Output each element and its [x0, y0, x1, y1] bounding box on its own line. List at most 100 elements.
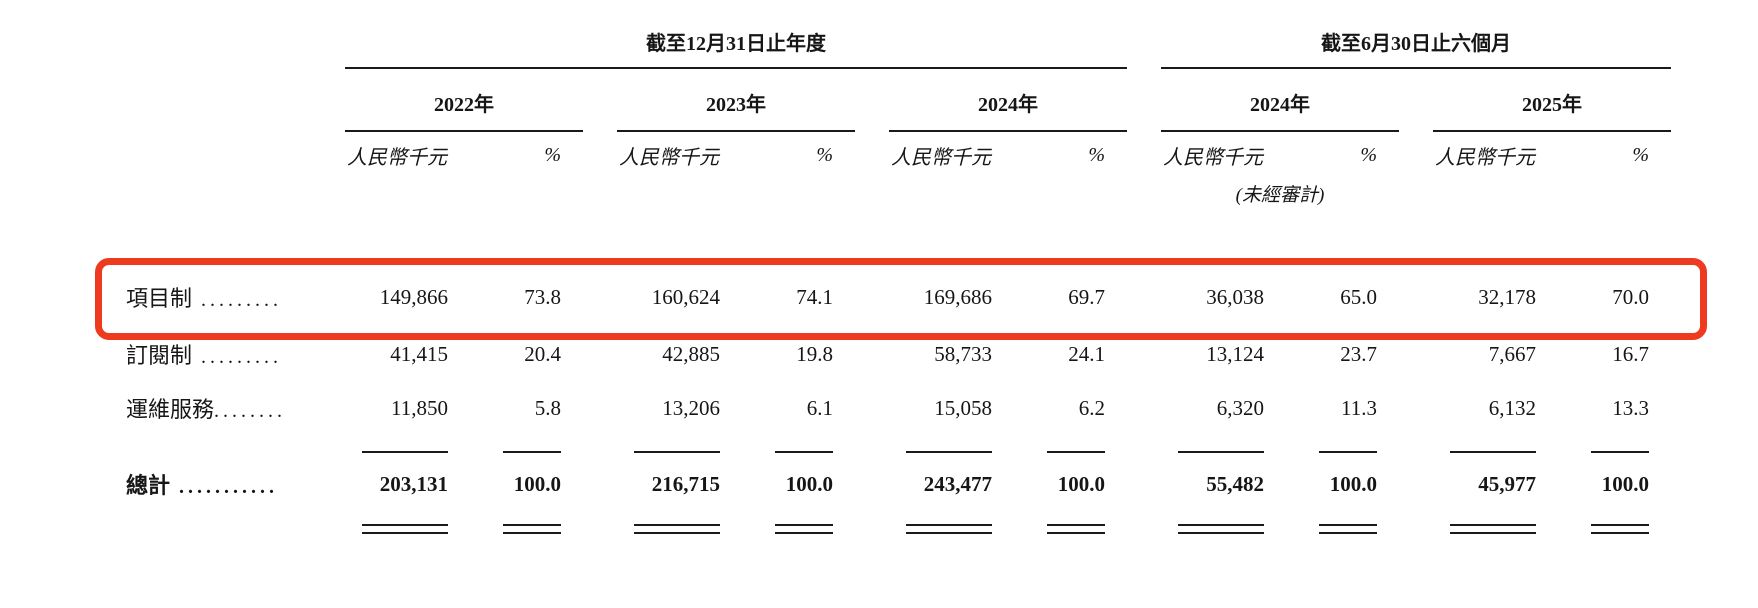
gap-row: [100, 210, 1671, 268]
percent-cell: 13.3: [1612, 395, 1649, 420]
group-gap: [1127, 26, 1161, 66]
amount-cell: 42,885: [662, 341, 720, 366]
row-label-text: 訂閱制: [126, 343, 193, 368]
year-header-2022: 2022年: [434, 94, 494, 116]
row-label-text: 項目制: [126, 286, 193, 311]
amount-cell: 216,715: [651, 471, 720, 496]
rule-line: [906, 451, 992, 453]
table-row-project-based: 項目制 ......... 149,866 73.8 160,624 74.1 …: [100, 268, 1671, 326]
percent-cell: 100.0: [513, 471, 561, 496]
rule-line: [1178, 451, 1264, 453]
unit-header: 人民幣千元: [1163, 146, 1263, 169]
double-rule-line: [1047, 524, 1105, 534]
percent-cell: 100.0: [1057, 471, 1105, 496]
amount-cell: 45,977: [1478, 471, 1536, 496]
table-row-subscription: 訂閱制 ......... 41,415 20.4 42,885 19.8 58…: [100, 326, 1671, 382]
amount-cell: 243,477: [923, 471, 992, 496]
percent-cell: 100.0: [785, 471, 833, 496]
percent-cell: 6.2: [1078, 395, 1105, 420]
unit-header: 人民幣千元: [347, 146, 447, 169]
percent-cell: 70.0: [1612, 284, 1649, 309]
table-row-total: 總計 ........... 203,131 100.0 216,715 100…: [100, 459, 1671, 509]
double-rule-line: [775, 524, 833, 534]
year-header-2024-interim: 2024年: [1250, 94, 1310, 116]
period-rule-row: [100, 66, 1671, 69]
amount-cell: 58,733: [934, 341, 992, 366]
amount-cell: 41,415: [390, 341, 448, 366]
row-label: 運維服務........: [100, 382, 345, 434]
unit-header: 人民幣千元: [619, 146, 719, 169]
amount-cell: 6,132: [1488, 395, 1536, 420]
rule-line: [362, 451, 448, 453]
label-col-spacer: [100, 26, 345, 66]
amount-cell: 13,124: [1206, 341, 1264, 366]
percent-header: %: [816, 143, 833, 166]
amount-cell: 55,482: [1206, 471, 1264, 496]
year-header-2025: 2025年: [1522, 94, 1582, 116]
rule-line: [775, 451, 833, 453]
rule-line: [503, 451, 561, 453]
row-label: 項目制 .........: [100, 268, 345, 326]
dot-leader: .........: [192, 346, 283, 368]
unit-header-row: 人民幣千元 % 人民幣千元 % 人民幣千元 % 人民幣千元 % 人民幣千元 %: [100, 132, 1671, 178]
double-rule-line: [1319, 524, 1377, 534]
double-rule-line: [503, 524, 561, 534]
percent-cell: 65.0: [1340, 284, 1377, 309]
unit-header: 人民幣千元: [1435, 146, 1535, 169]
percent-cell: 6.1: [806, 395, 833, 420]
rule-line: [1047, 451, 1105, 453]
double-rule-line: [1450, 524, 1536, 534]
double-rule-line: [362, 524, 448, 534]
double-rule-line: [634, 524, 720, 534]
dot-leader: .........: [192, 289, 283, 311]
row-label: 總計 ...........: [100, 459, 345, 509]
annual-group-rule: [345, 66, 1127, 69]
rule-line: [1319, 451, 1377, 453]
percent-cell: 5.8: [534, 395, 561, 420]
double-rule-line: [906, 524, 992, 534]
amount-cell: 160,624: [651, 284, 720, 309]
percent-cell: 11.3: [1341, 395, 1377, 420]
period-group-title-annual: 截至12月31日止年度: [646, 33, 826, 55]
amount-cell: 11,850: [391, 395, 448, 420]
subtotal-rule-row: [100, 434, 1671, 459]
amount-cell: 203,131: [379, 471, 448, 496]
dot-leader: ........: [214, 400, 287, 422]
rule-line: [1591, 451, 1649, 453]
percent-cell: 16.7: [1612, 341, 1649, 366]
year-rule: [1433, 129, 1671, 132]
percent-cell: 69.7: [1068, 284, 1105, 309]
amount-cell: 7,667: [1488, 341, 1536, 366]
amount-cell: 6,320: [1216, 395, 1264, 420]
percent-header: %: [1088, 143, 1105, 166]
percent-cell: 73.8: [524, 284, 561, 309]
percent-cell: 20.4: [524, 341, 561, 366]
year-rule-row: [100, 129, 1671, 132]
table-row-om-services: 運維服務........ 11,850 5.8 13,206 6.1 15,05…: [100, 382, 1671, 434]
year-rule: [345, 129, 583, 132]
amount-cell: 15,058: [934, 395, 992, 420]
percent-cell: 100.0: [1329, 471, 1377, 496]
year-rule: [889, 129, 1127, 132]
row-label-text: 總計: [126, 473, 171, 498]
period-title-row: 截至12月31日止年度 截至6月30日止六個月: [100, 26, 1671, 66]
double-rule-line: [1591, 524, 1649, 534]
rule-line: [634, 451, 720, 453]
unaudited-note: (未經審計): [1235, 185, 1325, 206]
interim-group-rule: [1161, 66, 1671, 69]
dot-leader: ...........: [170, 476, 279, 498]
row-label-text: 運維服務: [126, 397, 215, 422]
unaudited-note-row: (未經審計): [100, 178, 1671, 210]
percent-cell: 24.1: [1068, 341, 1105, 366]
year-header-2024: 2024年: [978, 94, 1038, 116]
row-label: 訂閱制 .........: [100, 326, 345, 382]
amount-cell: 36,038: [1206, 284, 1264, 309]
percent-header: %: [1360, 143, 1377, 166]
year-rule: [617, 129, 855, 132]
rule-line: [1450, 451, 1536, 453]
revenue-breakdown-table: 截至12月31日止年度 截至6月30日止六個月 2022年 2023年 2024…: [100, 26, 1671, 540]
amount-cell: 13,206: [662, 395, 720, 420]
period-group-title-interim: 截至6月30日止六個月: [1321, 33, 1511, 55]
